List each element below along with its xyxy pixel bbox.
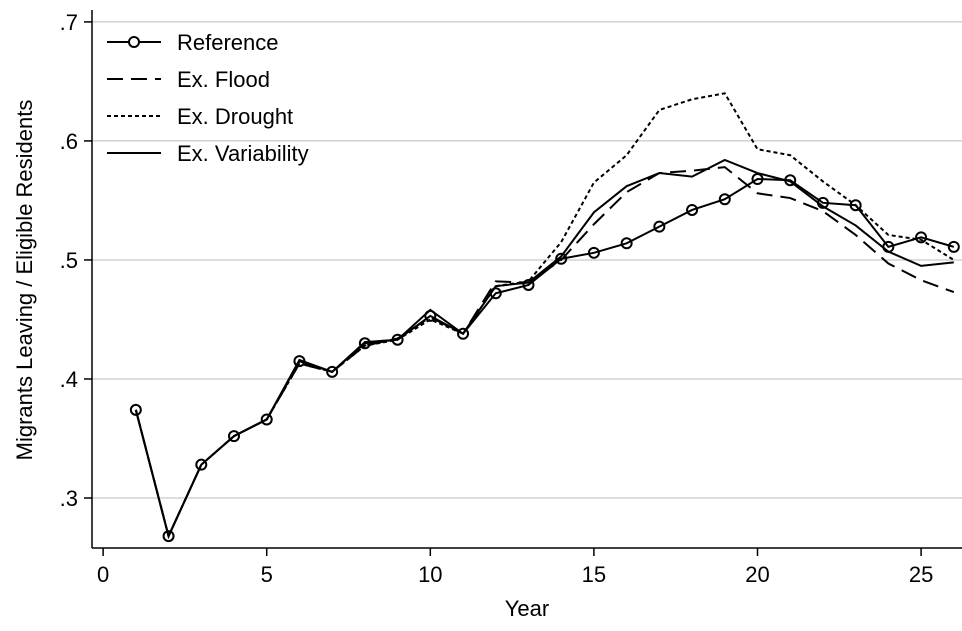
point xyxy=(653,220,666,233)
y-tick-label: .3 xyxy=(60,486,78,511)
point xyxy=(947,240,960,253)
point xyxy=(718,193,731,206)
x-tick-label: 5 xyxy=(261,562,273,587)
y-tick-label: .4 xyxy=(60,367,78,392)
point xyxy=(457,327,470,340)
legend-marker xyxy=(128,36,140,48)
point xyxy=(522,278,535,291)
point xyxy=(915,231,928,244)
y-tick-label: .7 xyxy=(60,10,78,35)
point xyxy=(260,413,273,426)
legend-label: Ex. Drought xyxy=(177,104,293,129)
point xyxy=(195,458,208,471)
point xyxy=(620,237,633,250)
x-tick-label: 20 xyxy=(745,562,769,587)
point xyxy=(228,430,241,443)
y-tick-label: .5 xyxy=(60,248,78,273)
point xyxy=(686,203,699,216)
series-line xyxy=(134,158,954,540)
point xyxy=(129,403,142,416)
point xyxy=(326,365,339,378)
point xyxy=(162,530,175,543)
point xyxy=(587,246,600,259)
legend-label: Ex. Flood xyxy=(177,67,270,92)
x-tick-label: 15 xyxy=(582,562,606,587)
x-tick-label: 25 xyxy=(909,562,933,587)
y-tick-label: .6 xyxy=(60,129,78,154)
legend-label: Ex. Variability xyxy=(177,141,309,166)
y-axis-label: Migrants Leaving / Eligible Residents xyxy=(12,100,37,461)
point xyxy=(849,199,862,212)
point xyxy=(555,252,568,265)
point xyxy=(358,337,371,350)
series-line xyxy=(134,92,955,540)
x-axis-label: Year xyxy=(505,596,549,621)
legend-label: Reference xyxy=(177,30,279,55)
x-tick-label: 0 xyxy=(97,562,109,587)
x-tick-label: 10 xyxy=(418,562,442,587)
